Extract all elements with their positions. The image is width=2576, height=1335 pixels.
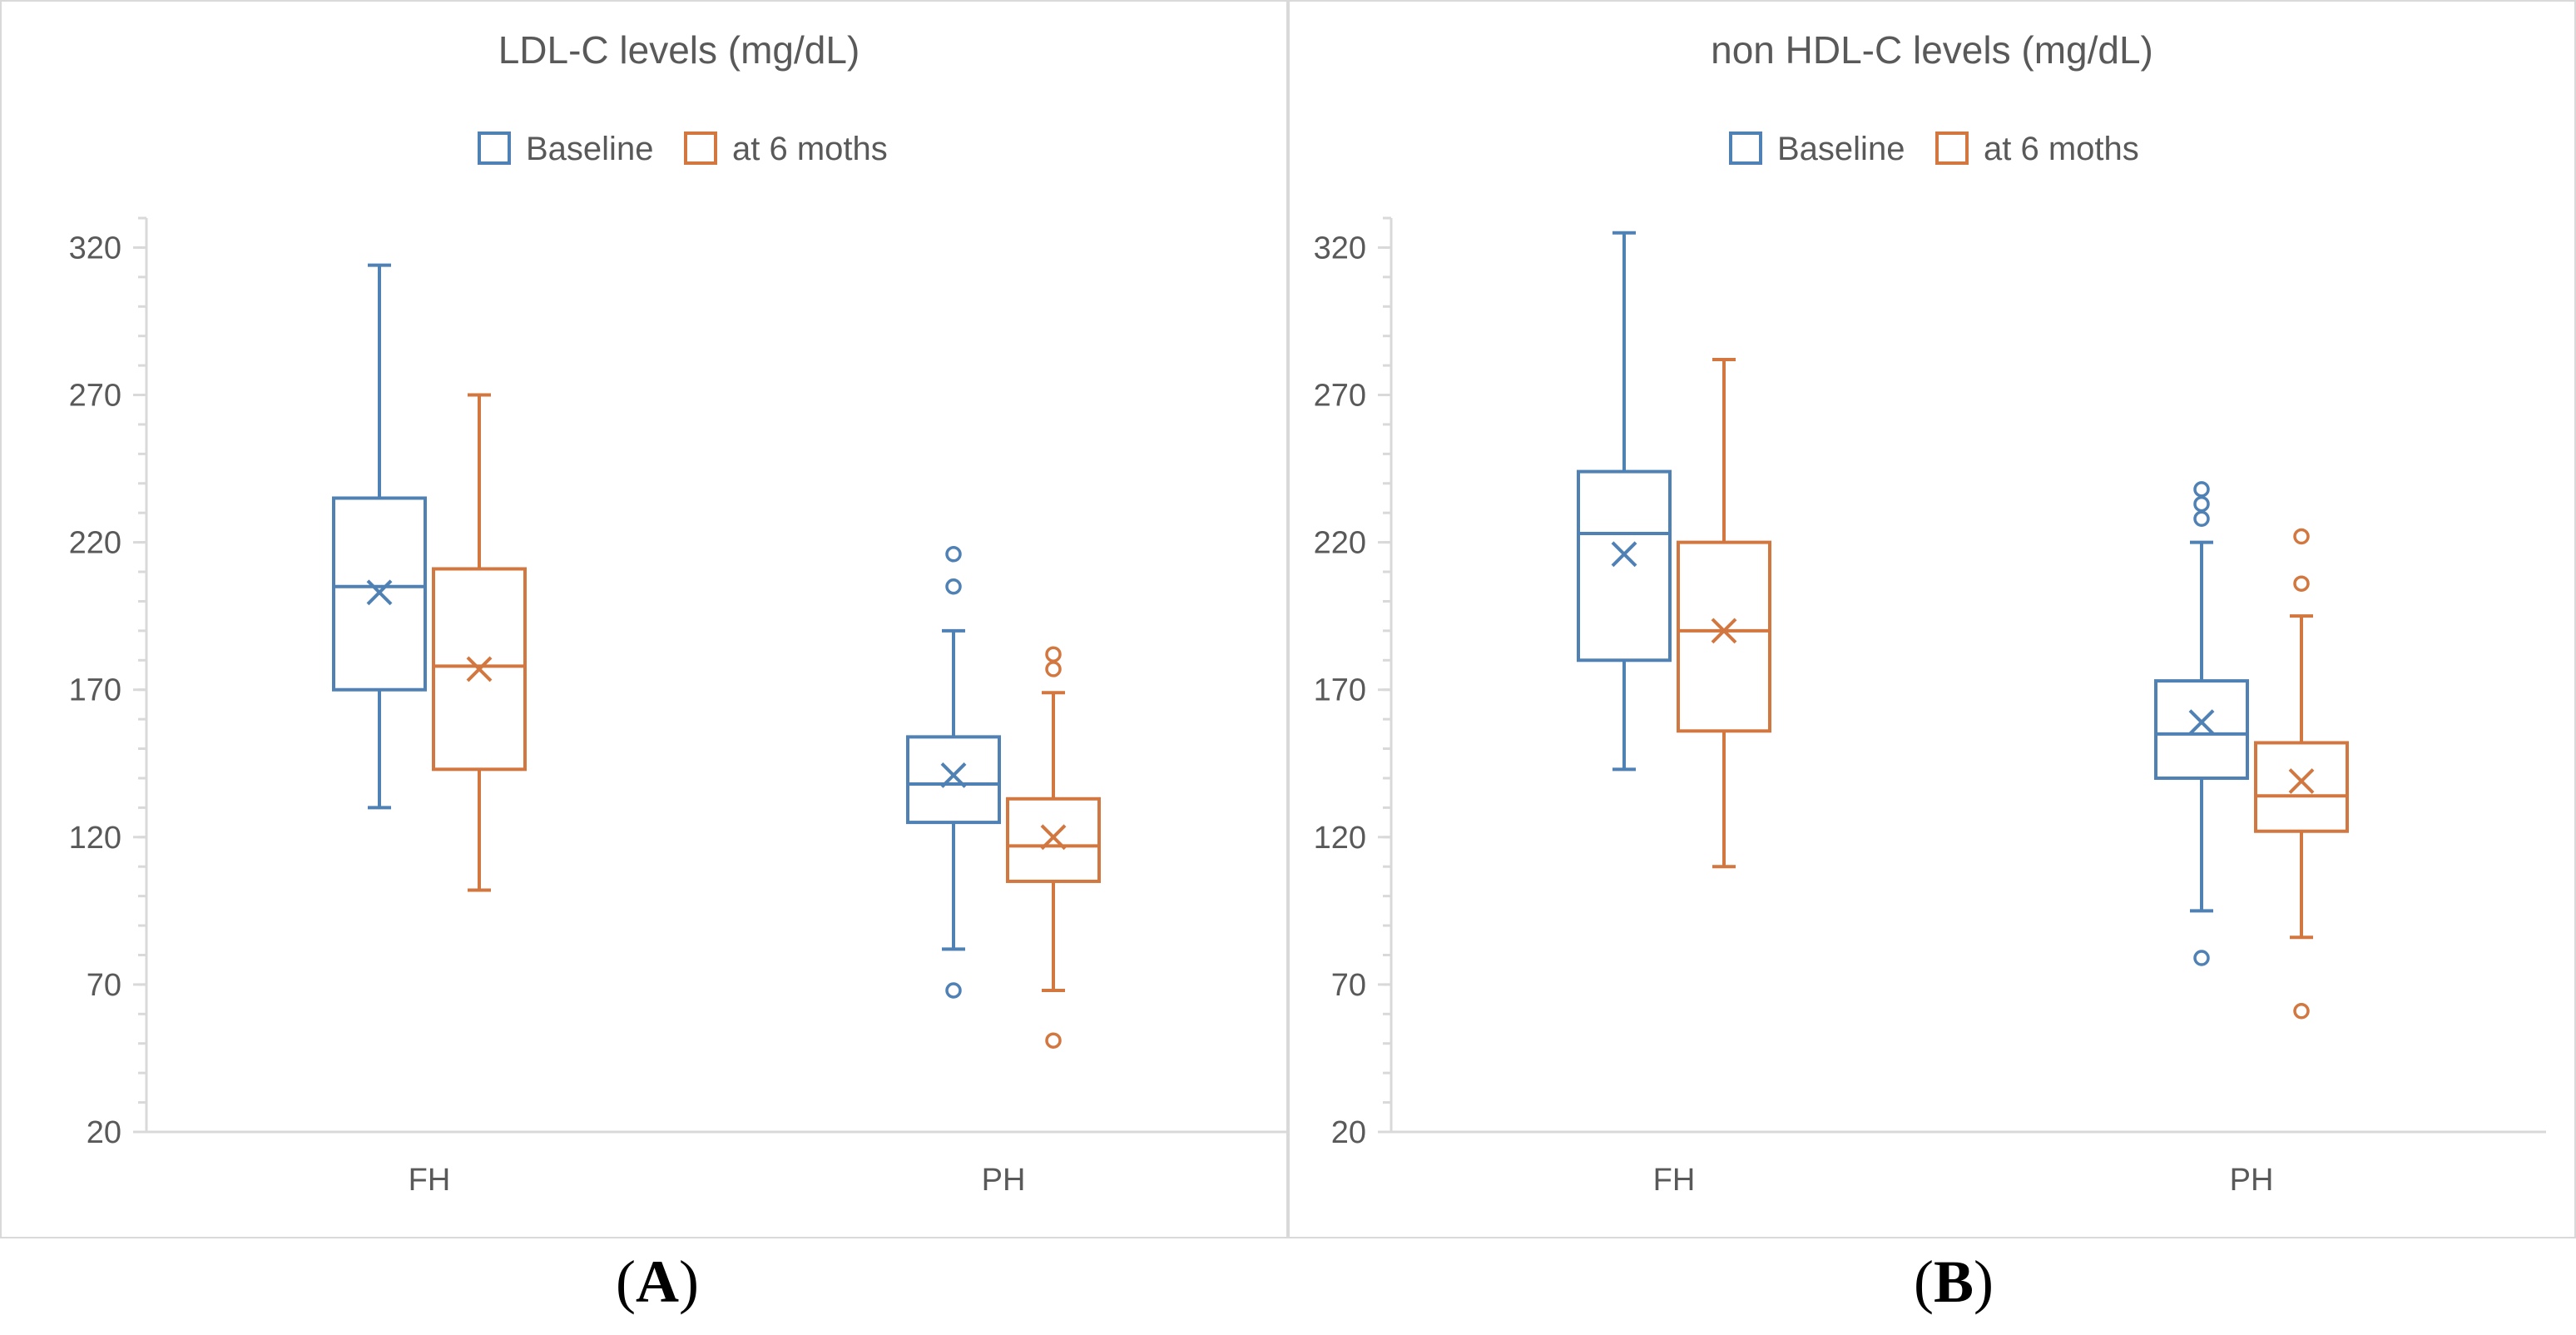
panel-a-legend: Baseline at 6 moths <box>478 131 888 167</box>
box-mean-marker <box>366 579 393 606</box>
panel-b-letter-text: B <box>1934 1248 1974 1315</box>
panel-b-title: non HDL-C levels (mg/dL) <box>1711 28 2153 72</box>
panel-a-plot: 20 70 120 170 220 270 320 FH PH <box>69 216 1286 1198</box>
panel-a-letter-text: A <box>636 1248 679 1315</box>
panel-b-plot: 20 70 120 170 220 270 320 FH PH <box>1314 216 2546 1198</box>
box-iqr <box>1006 797 1101 883</box>
legend-swatch-baseline <box>1729 132 1762 165</box>
legend-label-followup: at 6 moths <box>732 131 888 167</box>
y-tick-label: 120 <box>1314 821 1366 856</box>
box-mean-marker <box>1711 618 1737 644</box>
panel-b-legend: Baseline at 6 moths <box>1729 131 2139 167</box>
y-tick-label: 70 <box>87 968 121 1003</box>
box-mean-marker <box>466 656 493 682</box>
box-outlier-point <box>945 546 962 563</box>
legend-swatch-followup <box>684 132 717 165</box>
box-outlier-point <box>945 578 962 595</box>
y-tick-label: 120 <box>69 821 121 856</box>
box-outlier-point <box>1045 1032 1062 1049</box>
box-iqr <box>1577 469 1672 663</box>
y-tick-label: 320 <box>69 231 121 266</box>
y-tick-label: 170 <box>69 673 121 708</box>
y-tick-label: 220 <box>1314 526 1366 561</box>
box-outlier-point <box>2293 575 2310 592</box>
y-tick-label: 170 <box>1314 673 1366 708</box>
legend-swatch-followup <box>1935 132 1969 165</box>
box-mean-marker <box>1040 824 1067 851</box>
legend-label-followup: at 6 moths <box>1984 131 2139 167</box>
box-outlier-point <box>2193 495 2210 513</box>
box-outlier-point <box>2193 510 2210 528</box>
box-iqr <box>2254 741 2349 833</box>
panel-b-letter: (B) <box>1914 1248 1994 1315</box>
box-mean-marker <box>1611 541 1637 568</box>
panel-b-frame <box>1288 0 2576 1238</box>
y-tick-label: 270 <box>69 379 121 414</box>
box-mean-marker <box>940 762 967 788</box>
x-category-label: PH <box>982 1163 1026 1198</box>
x-category-label: PH <box>2230 1163 2274 1198</box>
box-iqr <box>2154 679 2249 780</box>
box-outlier-point <box>945 982 962 999</box>
box-iqr <box>1677 540 1771 733</box>
box-mean-marker <box>2288 768 2315 794</box>
x-category-label: FH <box>409 1163 451 1198</box>
y-tick-label: 220 <box>69 526 121 561</box>
legend-swatch-baseline <box>478 132 511 165</box>
panel-a-letter: (A) <box>616 1248 699 1315</box>
y-tick-label: 20 <box>1331 1115 1366 1150</box>
panel-a-title: LDL-C levels (mg/dL) <box>498 28 860 72</box>
box-mean-marker <box>2188 709 2215 736</box>
box-iqr <box>906 735 1001 825</box>
y-tick-label: 320 <box>1314 231 1366 266</box>
y-tick-label: 20 <box>87 1115 121 1150</box>
box-outlier-point <box>2293 528 2310 545</box>
legend-label-baseline: Baseline <box>526 131 653 167</box>
y-tick-label: 70 <box>1331 968 1366 1003</box>
box-outlier-point <box>2193 481 2210 498</box>
box-outlier-point <box>2193 950 2210 966</box>
y-tick-label: 270 <box>1314 379 1366 414</box>
box-outlier-point <box>1045 646 1062 663</box>
x-category-label: FH <box>1653 1163 1696 1198</box>
panel-a-frame <box>0 0 1288 1238</box>
legend-label-baseline: Baseline <box>1777 131 1905 167</box>
box-outlier-point <box>1045 661 1062 677</box>
box-outlier-point <box>2293 1003 2310 1020</box>
